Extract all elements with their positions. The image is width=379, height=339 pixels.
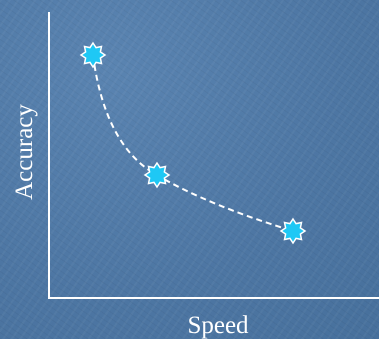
tradeoff-curve [92,54,294,232]
marker-balanced [143,161,171,189]
y-axis-label: Accuracy [11,104,38,200]
x-axis-label: Speed [187,312,249,339]
marker-high-speed [279,217,307,245]
marker-high-accuracy [79,41,107,69]
